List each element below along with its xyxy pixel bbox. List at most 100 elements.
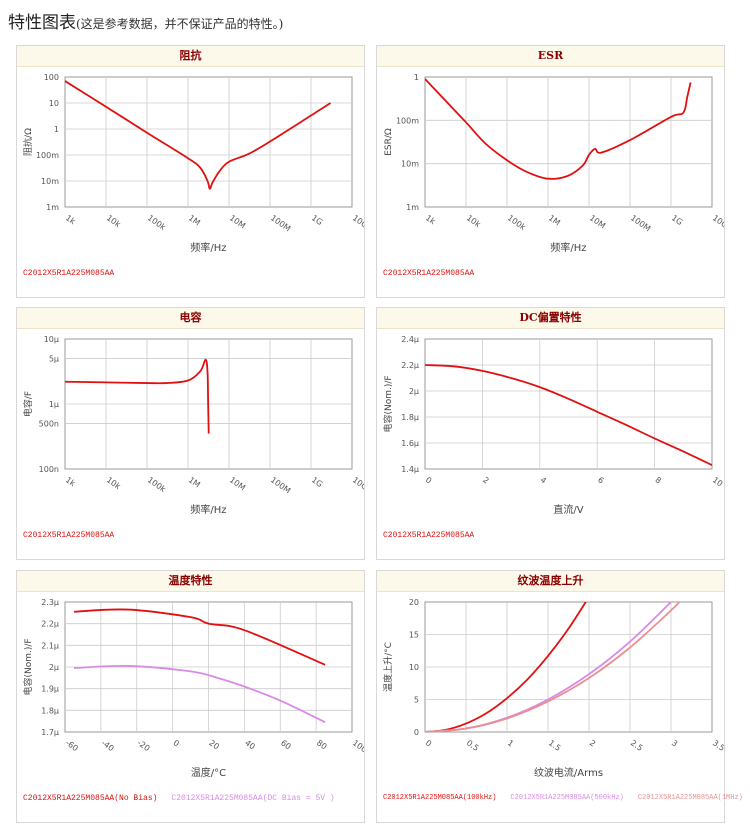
- chart-panel-temperature: 温度特性 -60 -40 -20 0 20 40 60 80 100 1.7μ 1.8μ 1.9μ 2μ…: [16, 570, 365, 823]
- chart-panel-capacitance: 电容 1k 10k 100k 1M 10M 100M 1G 10G 100n 500n 1μ 5μ 10…: [16, 307, 365, 560]
- y-tick-label: 0: [414, 728, 419, 737]
- y-tick-label: 5: [414, 696, 419, 705]
- x-axis-label: 频率/Hz: [190, 503, 226, 516]
- x-tick-label: 80: [315, 738, 329, 751]
- x-tick-label: 10G: [351, 475, 364, 492]
- y-tick-label: 1.8μ: [401, 413, 419, 422]
- x-tick-label: 1M: [547, 213, 562, 227]
- page-title-text: 特性图表: [8, 13, 76, 33]
- y-tick-label: 2μ: [49, 663, 59, 672]
- chart-panel-ripple: 纹波温度上升 0 0.5 1 1.5 2 2.5 3 3.5 0 5 10 15 20 纹波电流/Arms…: [376, 570, 743, 823]
- x-tick-label: 0: [171, 738, 180, 748]
- plot-area: [424, 76, 713, 208]
- y-tick-label: 5μ: [49, 355, 59, 364]
- y-tick-label: 1.9μ: [41, 685, 59, 694]
- legend-item: C2012X5R1A225M085AA(DC Bias = 5V ): [171, 794, 335, 803]
- y-tick-label: 2.4μ: [401, 335, 419, 344]
- chart-title: 阻抗: [17, 46, 364, 67]
- x-tick-label: 1G: [310, 213, 324, 227]
- y-tick-label: 10: [409, 663, 419, 672]
- chart-legend: C2012X5R1A225M085AA(No Bias) C2012X5R1A22…: [23, 794, 349, 803]
- x-tick-label: 3.5: [711, 738, 724, 753]
- x-tick-label: 6: [596, 475, 605, 485]
- legend-item: C2012X5R1A225M085AA(100kHz): [383, 794, 497, 802]
- esr-chart: 1k 10k 100k 1M 10M 100M 1G 10G 1m 10m 100m 1 频率/Hz ES…: [384, 73, 724, 254]
- x-tick-label: 100k: [506, 213, 528, 232]
- y-tick-label: 1μ: [49, 400, 59, 409]
- y-tick-label: 1.6μ: [401, 439, 419, 448]
- y-axis-label: 电容/F: [22, 391, 34, 417]
- x-tick-label: 100M: [269, 475, 292, 495]
- x-tick-label: 3: [670, 738, 679, 748]
- series-line: [425, 364, 712, 466]
- x-tick-label: 1k: [64, 475, 77, 488]
- x-tick-label: 60: [279, 738, 293, 751]
- x-tick-label: 100M: [269, 213, 292, 233]
- x-tick-label: 1M: [187, 475, 202, 489]
- y-tick-label: 1.4μ: [401, 465, 419, 474]
- x-axis-label: 纹波电流/Arms: [534, 766, 603, 779]
- chart-panel-dc-bias: DC偏置特性 0 2 4 6 8 10 1.4μ 1.6μ 1.8μ 2μ 2.2μ 2.4μ 直流/V…: [376, 307, 725, 560]
- x-axis-label: 频率/Hz: [190, 241, 226, 254]
- y-tick-label: 15: [409, 631, 419, 640]
- x-tick-label: 2: [481, 475, 490, 485]
- chart-title: 电容: [17, 308, 364, 329]
- x-tick-label: 40: [243, 738, 257, 751]
- x-tick-label: 1: [506, 738, 515, 748]
- ripple-chart: 0 0.5 1 1.5 2 2.5 3 3.5 0 5 10 15 20 纹波电流/Arms 温度上升/°C: [382, 598, 724, 779]
- x-tick-label: 1.5: [547, 738, 563, 753]
- y-tick-label: 2.3μ: [41, 598, 59, 607]
- legend-item: C2012X5R1A225M085AA(No Bias): [23, 794, 158, 803]
- y-tick-label: 1m: [46, 203, 59, 212]
- y-tick-label: 10m: [401, 160, 419, 169]
- legend-item: C2012X5R1A225M085AA: [383, 269, 475, 278]
- x-tick-label: -40: [100, 738, 116, 753]
- x-tick-label: 0.5: [465, 738, 481, 753]
- y-axis-label: ESR/Ω: [384, 128, 394, 156]
- plot-area: [424, 338, 713, 470]
- legend-item: C2012X5R1A225M085AA(1MHz): [637, 794, 743, 802]
- chart-panel-esr: ESR 1k 10k 100k 1M 10M 100M 1G 10G 1m 10m 100m 1 频率/…: [376, 45, 725, 298]
- series-line: [73, 608, 326, 666]
- chart-legend: C2012X5R1A225M085AA: [23, 269, 128, 278]
- x-tick-label: 10: [711, 475, 724, 488]
- series-line: [73, 664, 326, 724]
- x-tick-label: 4: [539, 475, 548, 485]
- capacitance-chart: 1k 10k 100k 1M 10M 100M 1G 10G 100n 500n 1μ 5μ 10μ 频率…: [22, 335, 364, 516]
- x-tick-label: 10M: [588, 213, 607, 230]
- x-tick-label: 1k: [424, 213, 437, 226]
- x-tick-label: 8: [653, 475, 662, 485]
- y-tick-label: 10m: [41, 177, 59, 186]
- x-axis-label: 温度/°C: [191, 766, 226, 779]
- x-tick-label: 0: [424, 475, 433, 485]
- x-tick-label: -20: [136, 738, 152, 753]
- x-tick-label: 100k: [146, 475, 168, 494]
- y-tick-label: 10: [49, 99, 59, 108]
- chart-title: 温度特性: [17, 571, 364, 592]
- legend-item: C2012X5R1A225M085AA: [23, 531, 115, 540]
- y-axis-label: 温度上升/°C: [382, 642, 394, 692]
- x-tick-label: 0: [424, 738, 433, 748]
- series-line: [425, 78, 692, 180]
- x-tick-label: 10k: [105, 213, 123, 229]
- x-tick-label: 10M: [228, 475, 247, 492]
- x-tick-label: 1k: [64, 213, 77, 226]
- x-tick-label: -60: [64, 738, 80, 753]
- x-tick-label: 20: [207, 738, 221, 751]
- y-tick-label: 20: [409, 598, 419, 607]
- chart-legend: C2012X5R1A225M085AA: [383, 269, 488, 278]
- dc-bias-chart: 0 2 4 6 8 10 1.4μ 1.6μ 1.8μ 2μ 2.2μ 2.4μ 直流/V 电容(Nom.…: [382, 335, 724, 516]
- x-tick-label: 10k: [105, 475, 123, 491]
- y-tick-label: 1.7μ: [41, 728, 59, 737]
- legend-item: C2012X5R1A225M085AA(500kHz): [510, 794, 624, 802]
- y-tick-label: 1.8μ: [41, 706, 59, 715]
- temperature-chart: -60 -40 -20 0 20 40 60 80 100 1.7μ 1.8μ 1.9μ 2μ 2.1μ 2…: [22, 598, 364, 779]
- y-tick-label: 2μ: [409, 387, 419, 396]
- x-axis-label: 直流/V: [553, 503, 583, 516]
- y-axis-label: 电容(Nom.)/F: [22, 638, 34, 695]
- y-tick-label: 1m: [406, 203, 419, 212]
- y-tick-label: 2.2μ: [401, 361, 419, 370]
- series-line: [65, 80, 332, 190]
- chart-title: 纹波温度上升: [377, 571, 724, 592]
- y-tick-label: 10μ: [44, 335, 59, 344]
